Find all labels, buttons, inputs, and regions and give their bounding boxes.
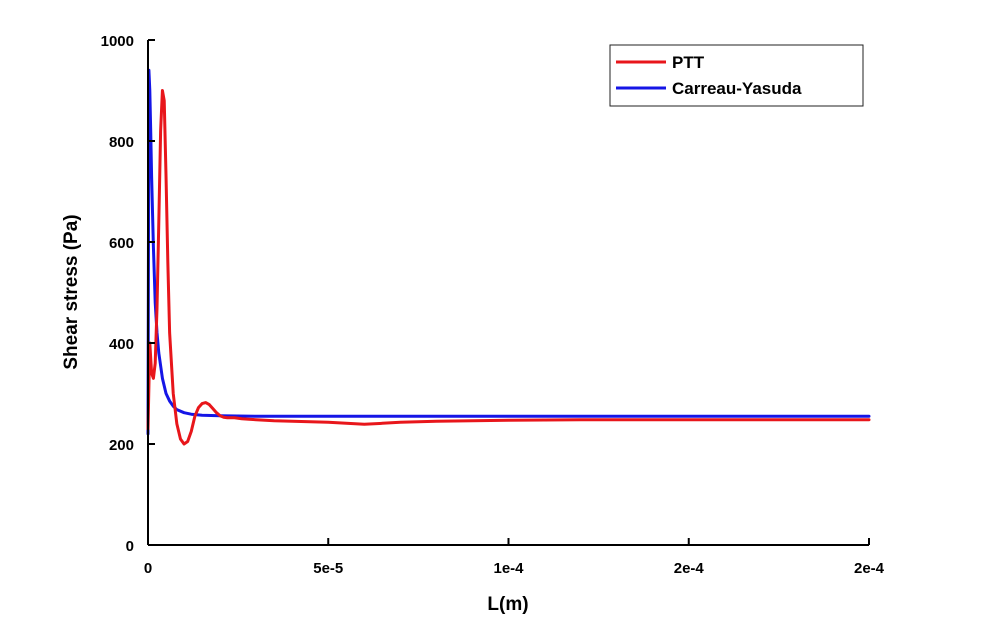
x-tick-label: 2e-4	[854, 560, 885, 577]
y-ticks: 0 200 400 600 800 1000	[101, 33, 155, 555]
y-tick-label: 400	[109, 336, 134, 353]
x-tick-label: 0	[144, 560, 152, 577]
series-line-carreau-yasuda	[146, 68, 871, 436]
y-tick-label: 200	[109, 437, 134, 454]
legend-box	[609, 44, 864, 107]
y-axis-title: Shear stress (Pa)	[61, 214, 82, 369]
x-tick-label: 2e-4	[674, 560, 705, 577]
legend-label-carreau-yasuda: Carreau-Yasuda	[672, 79, 802, 98]
y-tick-label: 1000	[101, 33, 134, 50]
x-tick-label: 5e-5	[313, 560, 343, 577]
y-tick-label: 800	[109, 134, 134, 151]
plot-area	[148, 40, 869, 545]
x-axis-title: L(m)	[487, 594, 528, 615]
x-tick-label: 1e-4	[493, 560, 524, 577]
series-line-ptt	[146, 89, 871, 446]
x-ticks: 0 5e-5 1e-4 2e-4 2e-4	[144, 538, 885, 577]
y-tick-label: 600	[109, 235, 134, 252]
legend: PTT Carreau-Yasuda	[609, 44, 864, 107]
series-layer	[146, 68, 871, 446]
y-tick-label: 0	[126, 538, 134, 555]
legend-label-ptt: PTT	[672, 53, 705, 72]
